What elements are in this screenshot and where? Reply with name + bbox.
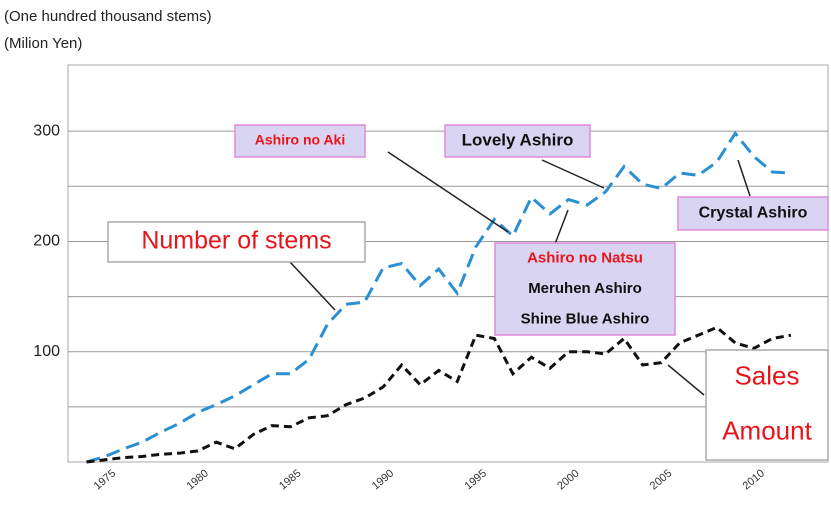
annotation-text: Amount xyxy=(722,415,812,445)
y-tick-label: 300 xyxy=(33,122,60,139)
axis-title: (One hundred thousand stems) xyxy=(4,8,212,25)
x-tick-label: 2000 xyxy=(555,467,581,492)
annotation-text: Crystal Ashiro xyxy=(699,205,808,222)
x-tick-label: 1990 xyxy=(370,467,396,492)
annotation-box xyxy=(444,124,591,158)
annotation-text: Lovely Ashiro xyxy=(462,130,574,149)
leader-line xyxy=(541,159,605,189)
x-tick-label: 1980 xyxy=(184,467,210,492)
annotation-box xyxy=(494,242,676,336)
y-tick-label: 100 xyxy=(33,343,60,360)
axis-title: (Milion Yen) xyxy=(4,35,82,52)
annotation-box xyxy=(705,349,829,461)
line-series xyxy=(86,130,792,464)
annotation-text: Ashiro no Aki xyxy=(255,132,346,148)
leader-line xyxy=(554,209,569,245)
annotation-box xyxy=(234,124,366,158)
annotation-text: Shine Blue Ashiro xyxy=(521,311,650,328)
x-tick-label: 1995 xyxy=(463,467,489,492)
x-tick-label: 2010 xyxy=(741,467,767,492)
leader-line xyxy=(387,151,509,233)
x-tick-label: 1975 xyxy=(92,467,118,492)
y-tick-label: 200 xyxy=(33,233,60,250)
annotation-text: Sales xyxy=(734,360,799,390)
leader-line xyxy=(289,261,336,311)
x-tick-label: 1985 xyxy=(277,467,303,492)
annotation-box xyxy=(107,221,366,263)
x-tick-label: 2005 xyxy=(648,467,674,492)
annotation-text: Meruhen Ashiro xyxy=(528,280,642,297)
annotation-text: Number of stems xyxy=(141,227,331,255)
plot-frame xyxy=(67,64,829,463)
leader-line xyxy=(737,159,751,197)
annotation-box xyxy=(677,196,829,231)
leader-line xyxy=(667,364,705,396)
line-series xyxy=(86,325,792,464)
annotation-text: Ashiro no Natsu xyxy=(527,249,643,266)
